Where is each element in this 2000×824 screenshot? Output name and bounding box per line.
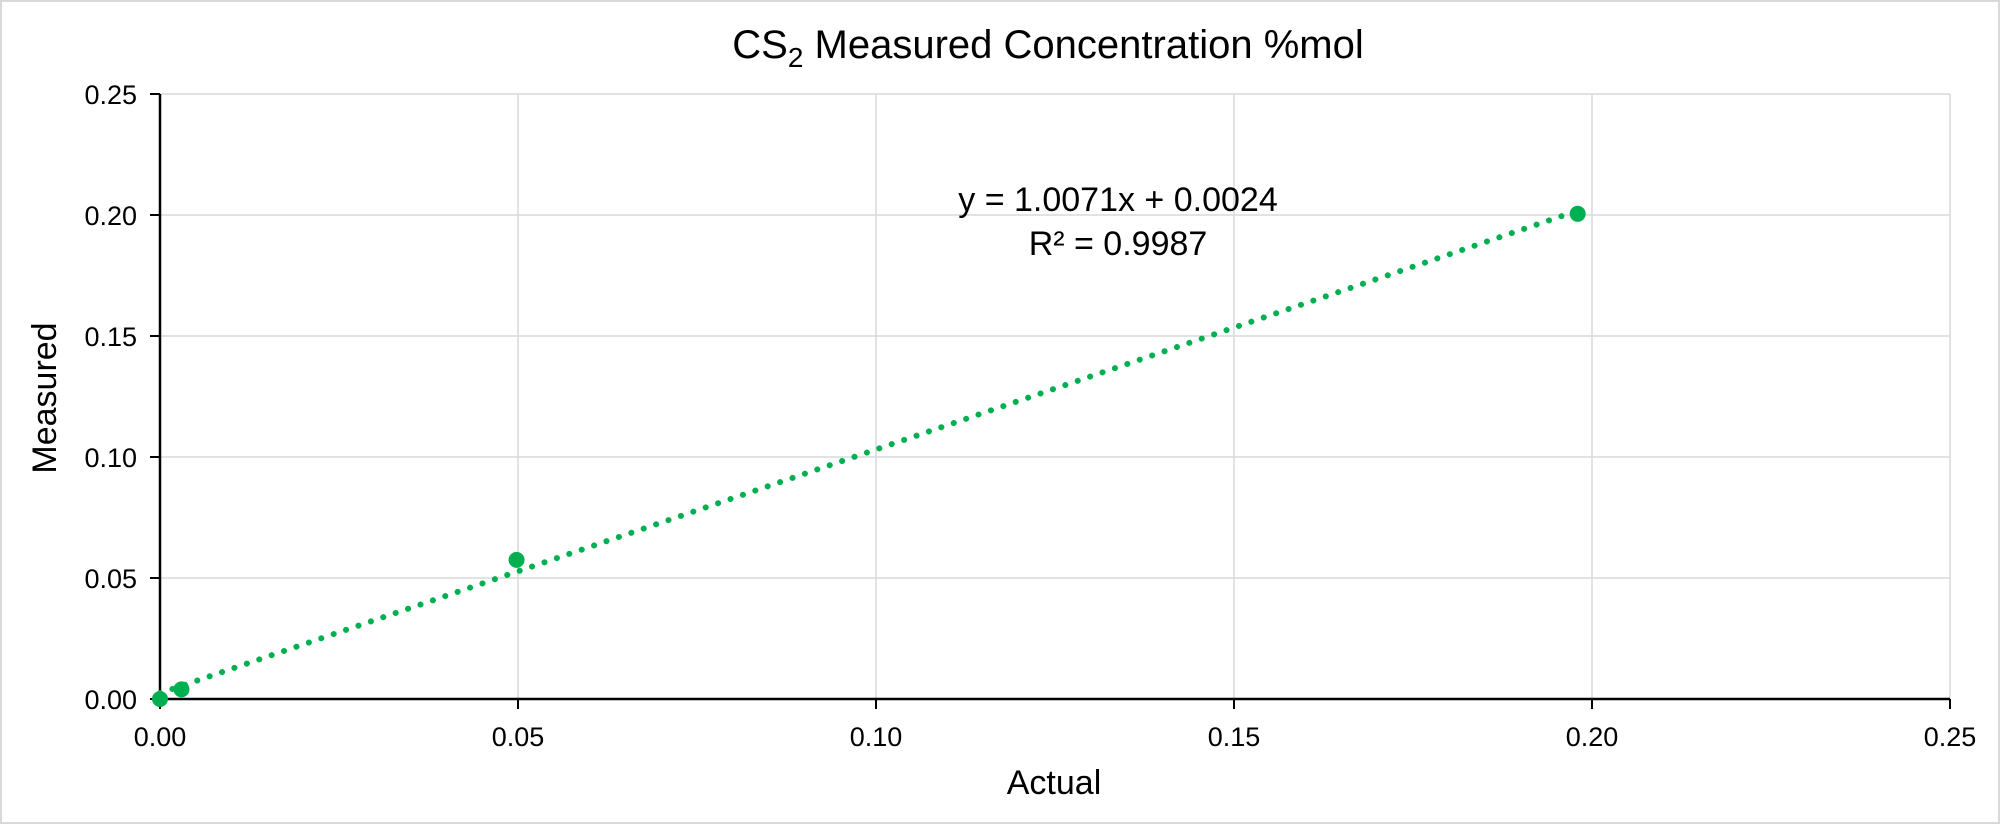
x-axis-title: Actual bbox=[1007, 764, 1102, 802]
linear-trendline bbox=[157, 207, 1581, 697]
x-tick-label: 0.25 bbox=[1924, 722, 1977, 752]
gridlines bbox=[160, 93, 1951, 699]
y-tick-label: 0.10 bbox=[84, 443, 137, 473]
x-tick-label: 0.10 bbox=[850, 722, 903, 752]
x-tick-label: 0.05 bbox=[492, 722, 545, 752]
data-point bbox=[508, 551, 525, 568]
data-point bbox=[173, 681, 190, 698]
data-point bbox=[152, 691, 168, 707]
chart-title-rest: Measured Concentration %mol bbox=[803, 23, 1363, 67]
y-axis-title: Measured bbox=[26, 322, 64, 473]
y-tick-label: 0.20 bbox=[84, 201, 137, 231]
x-tick-label: 0.00 bbox=[134, 722, 187, 752]
y-tick-label: 0.05 bbox=[84, 564, 137, 594]
trendline-group bbox=[157, 207, 1581, 697]
chart-title: CS2 Measured Concentration %mol bbox=[732, 23, 1363, 73]
y-tick-label: 0.25 bbox=[84, 80, 137, 110]
x-tick-label: 0.15 bbox=[1208, 722, 1261, 752]
y-tick-label: 0.00 bbox=[84, 685, 137, 715]
y-tick-label: 0.15 bbox=[84, 322, 137, 352]
r-squared-label: R² = 0.9987 bbox=[1029, 225, 1208, 263]
trendline-equation: y = 1.0071x + 0.0024 bbox=[958, 181, 1277, 219]
chart-title-subscript: 2 bbox=[788, 42, 804, 73]
x-tick-label: 0.20 bbox=[1566, 722, 1619, 752]
chart-title-main: CS bbox=[732, 23, 788, 67]
data-points bbox=[152, 205, 1586, 707]
tick-labels: 0.00 0.05 0.10 0.15 0.20 0.25 0.00 0.05 0.10 0.15… bbox=[84, 80, 1976, 752]
data-point bbox=[1569, 205, 1586, 222]
